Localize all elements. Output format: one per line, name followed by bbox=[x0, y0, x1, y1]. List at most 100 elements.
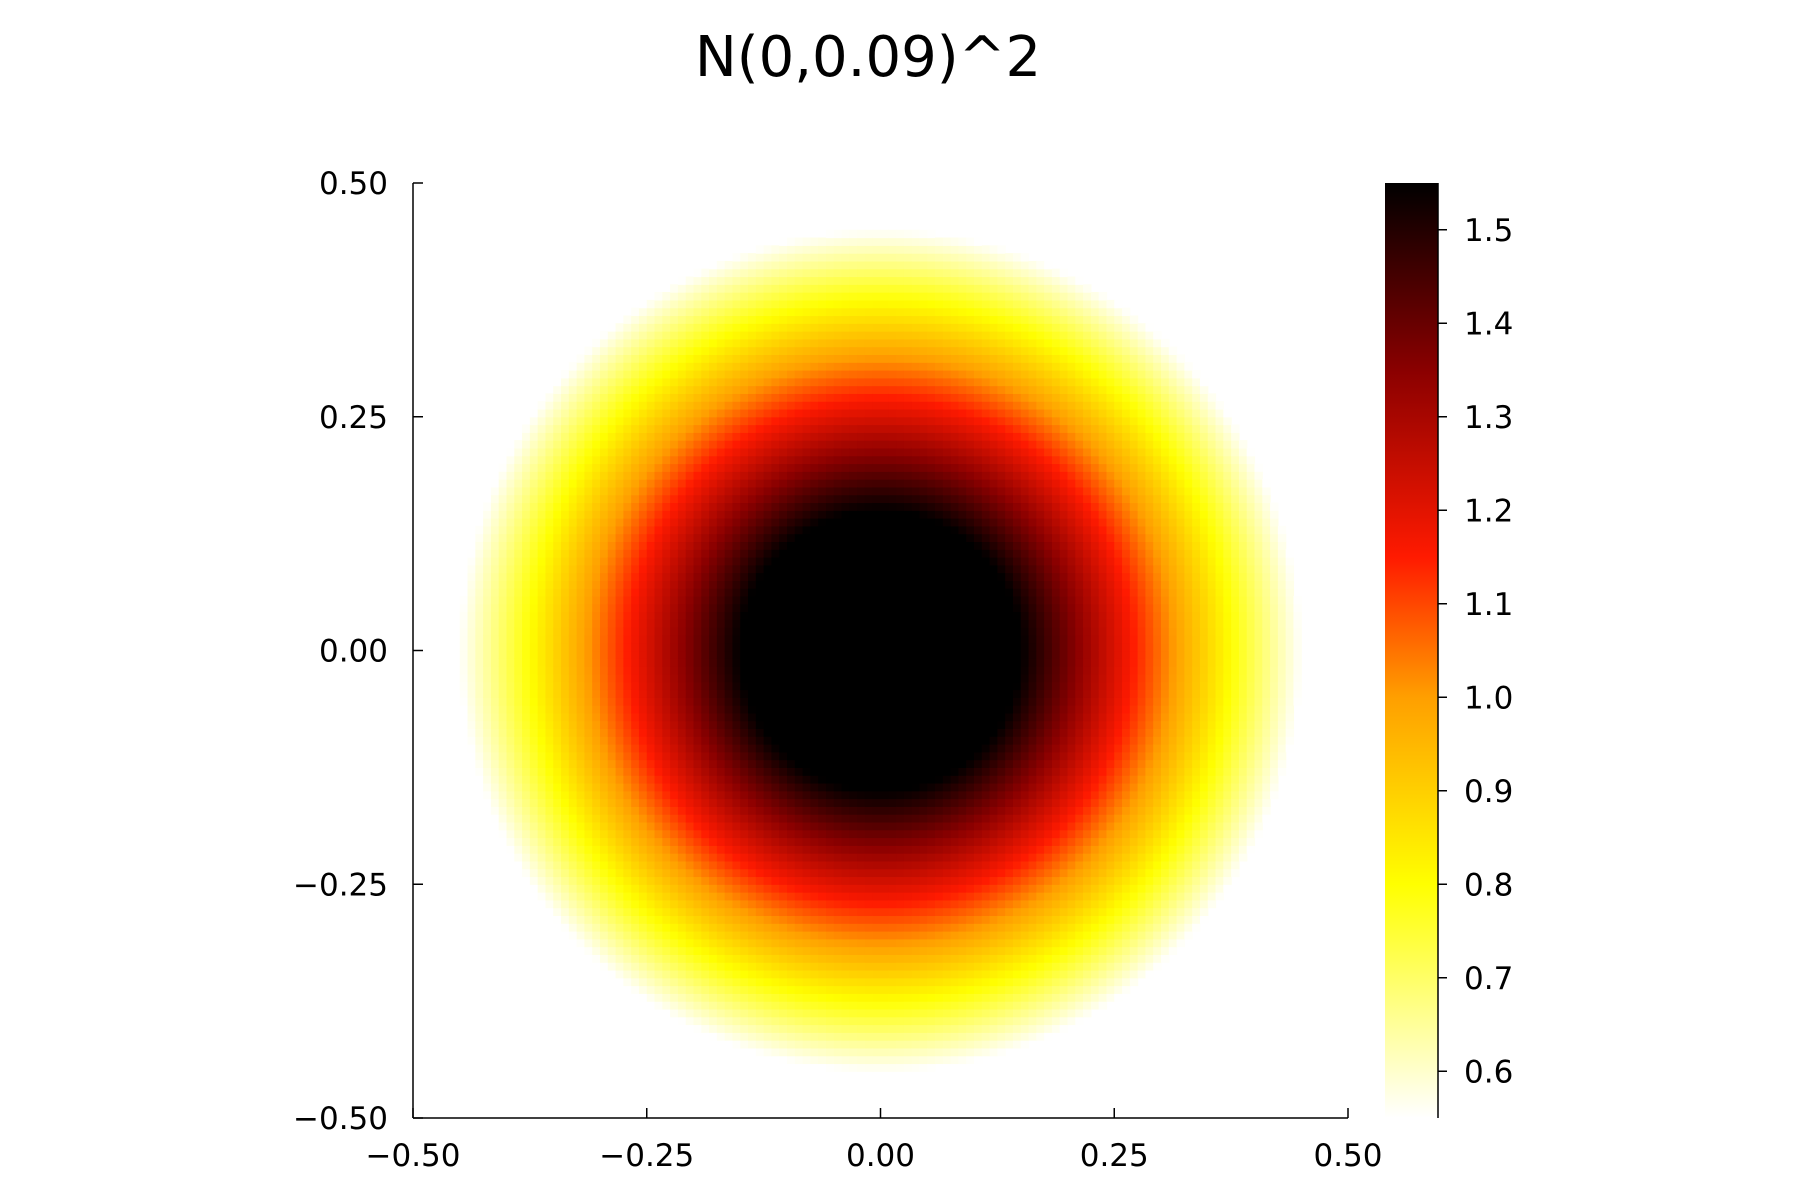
heatmap-cell bbox=[592, 354, 601, 363]
heatmap-cell bbox=[748, 829, 757, 839]
heatmap-cell bbox=[825, 782, 835, 792]
heatmap-cell bbox=[896, 977, 905, 987]
heatmap-cell bbox=[561, 603, 570, 613]
heatmap-cell bbox=[662, 338, 671, 348]
heatmap-cell bbox=[872, 884, 882, 893]
heatmap-cell bbox=[841, 907, 850, 917]
heatmap-cell bbox=[724, 993, 734, 1002]
heatmap-cell bbox=[716, 868, 726, 878]
heatmap-cell bbox=[864, 595, 874, 605]
heatmap-cell bbox=[514, 463, 523, 472]
heatmap-cell bbox=[592, 447, 601, 457]
heatmap-cell bbox=[833, 923, 843, 932]
heatmap-cell bbox=[779, 759, 788, 768]
heatmap-cell bbox=[833, 915, 843, 924]
heatmap-cell bbox=[561, 705, 570, 714]
heatmap-cell bbox=[623, 494, 632, 504]
heatmap-cell bbox=[459, 681, 469, 691]
heatmap-cell bbox=[755, 455, 765, 465]
heatmap-cell bbox=[638, 346, 648, 356]
heatmap-cell bbox=[615, 689, 624, 698]
heatmap-cell bbox=[896, 790, 905, 800]
heatmap-cell bbox=[592, 931, 601, 940]
heatmap-cell bbox=[818, 346, 827, 356]
heatmap-cell bbox=[740, 557, 749, 566]
heatmap-cell bbox=[732, 541, 741, 550]
heatmap-cell bbox=[771, 814, 780, 823]
heatmap-cell bbox=[849, 424, 858, 433]
heatmap-cell bbox=[561, 736, 570, 745]
heatmap-cell bbox=[888, 245, 897, 254]
heatmap-cell bbox=[724, 845, 734, 854]
heatmap-cell bbox=[592, 502, 601, 511]
heatmap-cell bbox=[685, 845, 695, 854]
heatmap-cell bbox=[857, 564, 866, 574]
heatmap-cell bbox=[802, 907, 811, 917]
heatmap-cell bbox=[825, 744, 835, 753]
heatmap-cell bbox=[740, 954, 749, 963]
heatmap-cell bbox=[607, 479, 617, 488]
heatmap-cell bbox=[685, 775, 695, 784]
heatmap-cell bbox=[787, 533, 796, 543]
heatmap-cell bbox=[662, 1001, 671, 1010]
heatmap-cell bbox=[896, 666, 905, 675]
heatmap-cell bbox=[748, 728, 757, 737]
heatmap-cell bbox=[467, 627, 476, 636]
heatmap-cell bbox=[825, 650, 835, 659]
heatmap-cell bbox=[779, 533, 788, 543]
heatmap-cell bbox=[732, 1001, 741, 1010]
heatmap-cell bbox=[646, 712, 656, 722]
heatmap-cell bbox=[537, 681, 547, 691]
heatmap-cell bbox=[880, 798, 889, 807]
heatmap-cell bbox=[709, 510, 718, 519]
heatmap-cell bbox=[763, 790, 773, 800]
heatmap-cell bbox=[631, 518, 640, 527]
heatmap-cell bbox=[623, 463, 632, 472]
heatmap-cell bbox=[654, 790, 663, 800]
heatmap-cell bbox=[763, 993, 773, 1002]
heatmap-cell bbox=[779, 728, 788, 737]
heatmap-cell bbox=[872, 759, 882, 768]
heatmap-cell bbox=[818, 751, 827, 761]
heatmap-cell bbox=[709, 751, 718, 761]
heatmap-cell bbox=[646, 829, 656, 839]
heatmap-cell bbox=[810, 681, 819, 691]
heatmap-cell bbox=[600, 362, 609, 371]
heatmap-cell bbox=[787, 1055, 796, 1065]
heatmap-cell bbox=[755, 853, 765, 862]
heatmap-cell bbox=[537, 447, 547, 457]
heatmap-cell bbox=[701, 829, 710, 839]
heatmap-cell bbox=[771, 993, 780, 1002]
heatmap-cell bbox=[467, 642, 476, 652]
heatmap-cell bbox=[841, 564, 850, 574]
heatmap-cell bbox=[498, 689, 508, 698]
heatmap-cell bbox=[631, 634, 640, 644]
heatmap-cell bbox=[903, 603, 913, 613]
heatmap-cell bbox=[810, 377, 819, 387]
heatmap-cell bbox=[483, 557, 492, 566]
heatmap-cell bbox=[740, 751, 749, 761]
heatmap-cell bbox=[779, 408, 788, 418]
heatmap-cell bbox=[467, 720, 476, 730]
heatmap-cell bbox=[638, 938, 648, 948]
heatmap-cell bbox=[537, 775, 547, 784]
heatmap-cell bbox=[872, 557, 882, 566]
heatmap-cell bbox=[771, 782, 780, 792]
heatmap-cell bbox=[787, 385, 796, 394]
heatmap-cell bbox=[872, 938, 882, 948]
heatmap-cell bbox=[693, 946, 702, 955]
heatmap-cell bbox=[584, 884, 593, 893]
heatmap-cell bbox=[483, 627, 492, 636]
heatmap-cell bbox=[654, 642, 663, 652]
heatmap-cell bbox=[716, 775, 726, 784]
heatmap-cell bbox=[802, 338, 811, 348]
heatmap-cell bbox=[506, 541, 515, 550]
heatmap-cell bbox=[654, 564, 663, 574]
heatmap-cell bbox=[498, 782, 508, 792]
heatmap-cell bbox=[592, 463, 601, 472]
heatmap-cell bbox=[693, 525, 702, 535]
heatmap-cell bbox=[841, 268, 850, 278]
heatmap-cell bbox=[709, 619, 718, 628]
heatmap-cell bbox=[849, 767, 858, 776]
heatmap-cell bbox=[677, 354, 687, 363]
